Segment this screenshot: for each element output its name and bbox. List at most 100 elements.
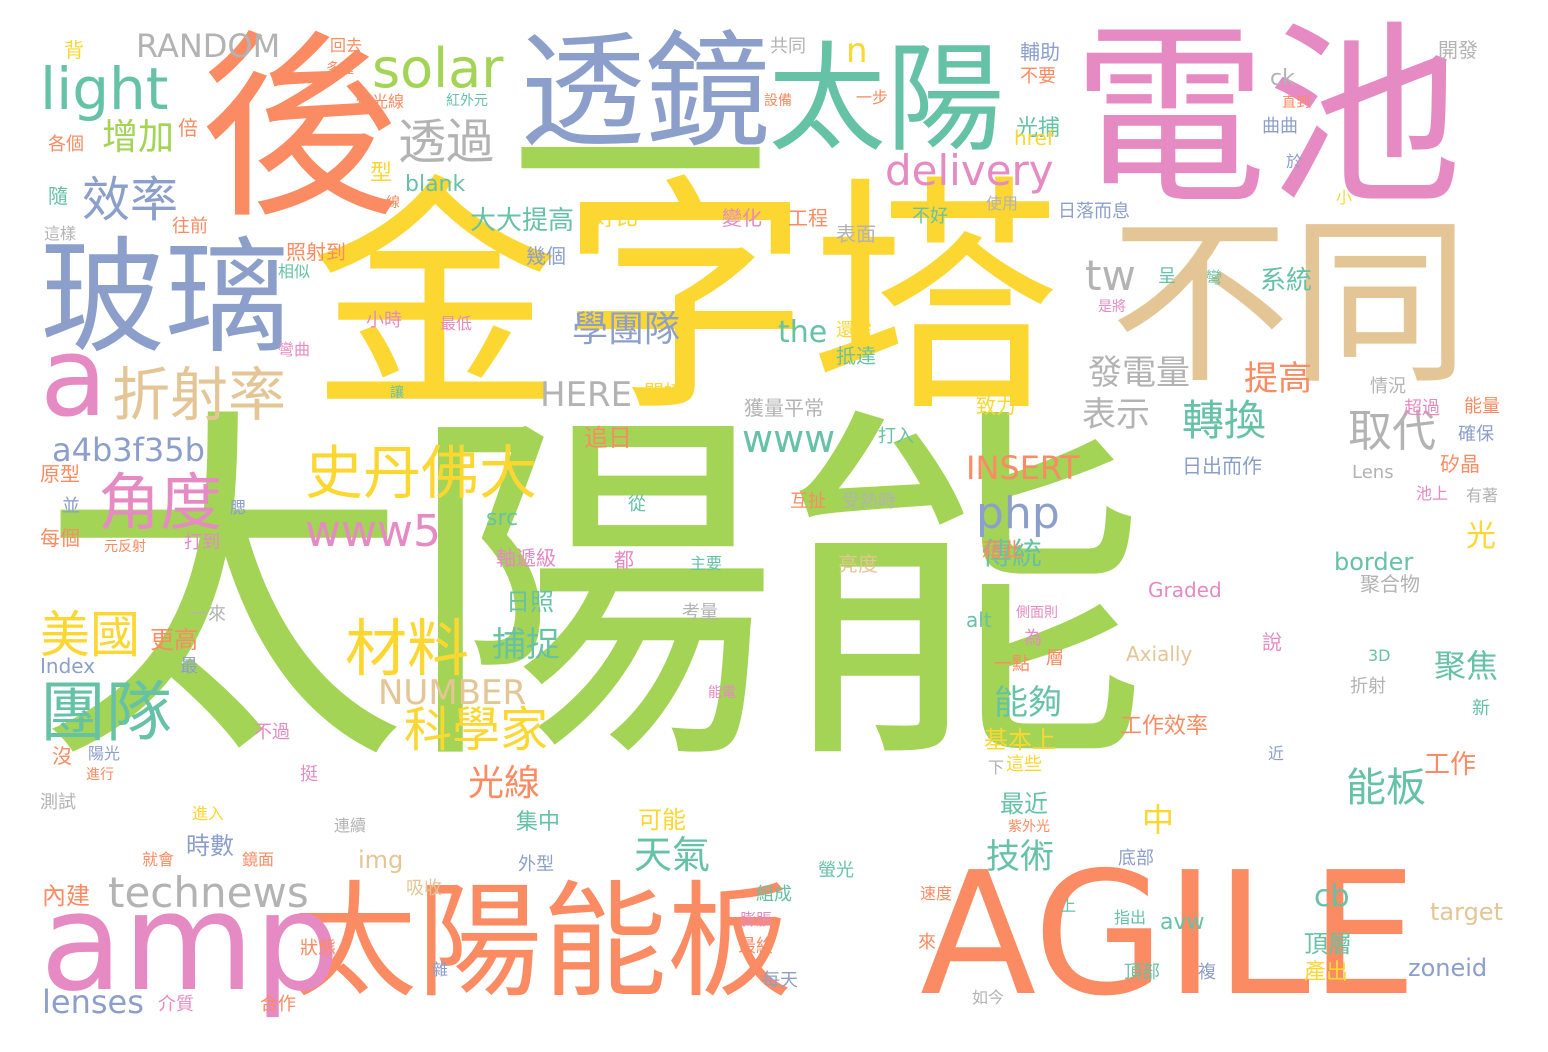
cloud-word: 不好: [912, 206, 948, 227]
cloud-word: 轉換: [1182, 396, 1267, 445]
cloud-word: 致力: [976, 394, 1016, 418]
cloud-word: cb: [1314, 879, 1350, 914]
cloud-word: 日出而作: [1182, 454, 1262, 478]
cloud-word: 層: [1046, 648, 1064, 669]
cloud-word: 紫外光: [1008, 819, 1050, 835]
cloud-word: 矽晶: [1440, 452, 1480, 476]
cloud-word: 好比: [594, 206, 639, 231]
cloud-word: 中: [1142, 801, 1175, 839]
cloud-word: 連續: [334, 816, 367, 835]
cloud-word: 不過: [254, 722, 290, 743]
cloud-word: 內建: [42, 882, 90, 910]
cloud-word: 打到: [184, 532, 220, 553]
cloud-word: 變化: [722, 206, 762, 230]
cloud-word: 天氣: [634, 833, 711, 877]
cloud-word: 捕捉: [492, 625, 560, 665]
cloud-word: 就會: [142, 850, 175, 869]
cloud-word: 合作: [260, 994, 296, 1015]
cloud-word: 一: [510, 19, 770, 321]
cloud-word: 直到: [1282, 95, 1310, 111]
cloud-word: 工作: [1424, 750, 1477, 780]
cloud-word: 金字塔: [310, 154, 1060, 445]
cloud-word: 產出: [1304, 960, 1349, 985]
cloud-word: 更高: [150, 626, 198, 654]
cloud-word: 膨脹: [740, 910, 773, 929]
cloud-word: 光: [1466, 519, 1496, 554]
cloud-word: target: [1430, 898, 1503, 926]
cloud-word: 鏡面: [242, 850, 275, 869]
cloud-word: 彎: [1206, 268, 1223, 287]
cloud-word: 設備: [764, 93, 792, 109]
cloud-word: 照射到: [286, 240, 346, 264]
cloud-word: Lens: [1352, 462, 1394, 483]
cloud-word: 測試: [40, 792, 76, 813]
cloud-word: 增加: [102, 117, 175, 158]
cloud-word: 從: [628, 494, 646, 515]
cloud-word: 有著: [1466, 486, 1499, 505]
cloud-word: Axially: [1126, 642, 1193, 666]
cloud-word: href: [1014, 126, 1054, 150]
cloud-word: Graded: [1148, 578, 1222, 602]
cloud-word: solar: [372, 37, 504, 100]
cloud-word: 藉此: [982, 538, 1022, 562]
cloud-word: 狀態: [300, 938, 336, 959]
cloud-word: 側面則: [1016, 605, 1058, 621]
cloud-word: 角度: [98, 466, 223, 539]
cloud-word: 能板: [1346, 765, 1426, 811]
cloud-word: 於: [1286, 152, 1303, 171]
cloud-word: 雜: [432, 960, 449, 979]
cloud-word: 這些: [1006, 754, 1042, 775]
cloud-word: 指出: [1114, 908, 1147, 927]
cloud-word: 間接: [644, 380, 684, 404]
cloud-word: 近: [1268, 744, 1285, 763]
cloud-word: 軸遞級: [496, 546, 556, 570]
cloud-word: 受熱時: [842, 491, 896, 512]
cloud-word: 陽光: [88, 744, 121, 763]
cloud-word: 太陽能板: [292, 870, 792, 1015]
cloud-word: lenses: [42, 983, 144, 1021]
cloud-word: 透過: [398, 114, 495, 170]
cloud-word: 後: [200, 13, 401, 246]
cloud-word: 元反射: [104, 539, 146, 555]
cloud-word: 呈: [1158, 266, 1176, 287]
cloud-word: www: [742, 417, 836, 461]
cloud-word: 隨: [48, 184, 68, 208]
cloud-word: 技術: [986, 837, 1054, 877]
cloud-word: 池上: [1416, 484, 1449, 503]
cloud-word: tw: [1085, 251, 1136, 300]
cloud-word: 大大提高: [470, 206, 575, 236]
cloud-word: 能量: [1464, 396, 1500, 417]
cloud-word: HERE: [540, 375, 633, 415]
cloud-word: blank: [405, 172, 466, 197]
cloud-word: 每個: [40, 526, 80, 550]
cloud-word: 情況: [1370, 376, 1406, 397]
cloud-word: Index: [40, 654, 96, 678]
cloud-word: 一步: [856, 88, 889, 107]
cloud-word: 最近: [1000, 790, 1048, 818]
cloud-word: 多種: [326, 61, 354, 77]
cloud-word: 相似: [278, 262, 311, 281]
cloud-word: 頂層: [1304, 930, 1352, 958]
cloud-word: 小時: [366, 310, 402, 331]
cloud-word: 小: [1336, 188, 1353, 207]
cloud-word: 螢光: [818, 860, 854, 881]
cloud-word: 獲量平常: [744, 396, 824, 420]
cloud-word: 還需: [836, 320, 872, 341]
cloud-word: 是將: [1098, 299, 1126, 315]
cloud-word: 傳統: [982, 537, 1042, 572]
cloud-word: 下: [988, 758, 1005, 777]
cloud-word: 輔助: [1020, 40, 1060, 64]
cloud-word: 外型: [518, 854, 554, 875]
cloud-word: 打入: [878, 426, 914, 447]
cloud-word: 幾個: [526, 244, 566, 268]
cloud-word: 紅外元: [446, 93, 488, 109]
cloud-word: 沒: [52, 744, 72, 768]
cloud-word: 上: [1060, 896, 1077, 915]
cloud-word: 太陽能: [38, 380, 1148, 810]
cloud-word: zoneid: [1408, 954, 1488, 982]
cloud-word: 頂部: [1124, 962, 1160, 983]
cloud-word: 進行: [86, 767, 114, 783]
cloud-word: 如今: [972, 988, 1005, 1007]
cloud-word: 背: [64, 38, 84, 62]
